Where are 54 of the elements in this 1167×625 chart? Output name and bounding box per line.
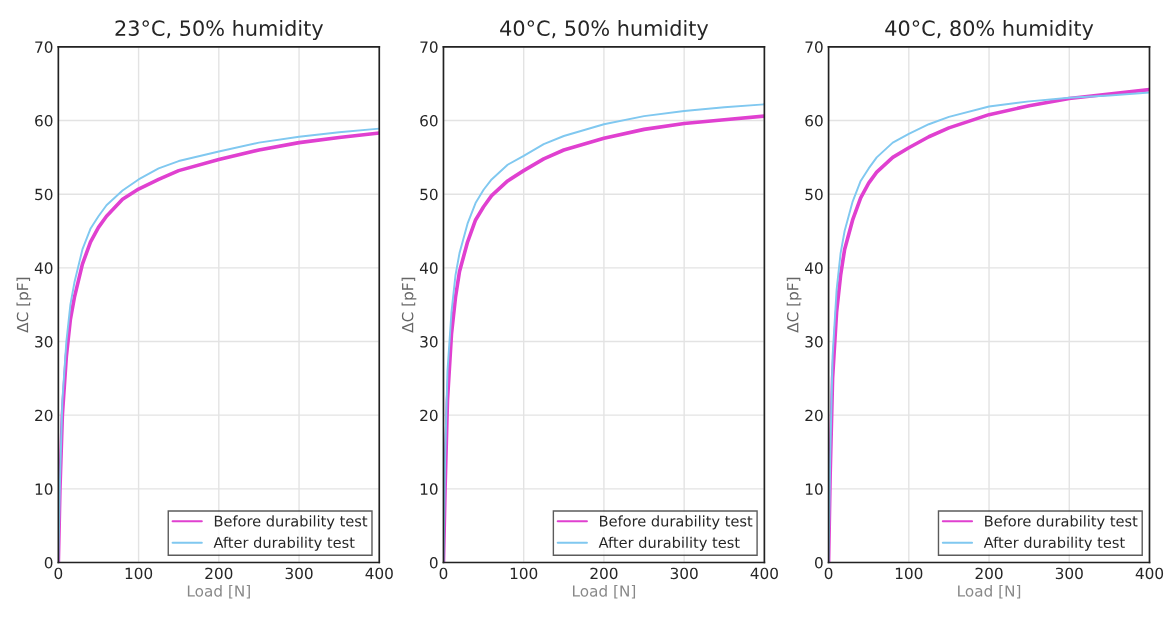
- x-tick-label: 100: [510, 567, 538, 580]
- legend-label: Before durability test: [214, 515, 368, 530]
- y-axis-title: ΔC [pF]: [401, 277, 417, 333]
- y-tick-label: 30: [35, 335, 53, 348]
- y-tick-label: 0: [429, 556, 438, 569]
- y-tick-label: 40: [805, 262, 823, 274]
- legend-label: After durability test: [598, 536, 740, 551]
- y-tick-label: 10: [35, 483, 53, 495]
- y-axis-title: ΔC [pF]: [786, 277, 802, 333]
- x-axis-title: Load [N]: [958, 584, 1021, 599]
- x-tick-label: 100: [125, 567, 153, 580]
- x-tick-label: 400: [1135, 567, 1164, 580]
- legend-label: After durability test: [213, 536, 355, 551]
- y-tick-label: 30: [805, 335, 823, 348]
- y-tick-label: 70: [805, 41, 823, 53]
- y-tick-label: 40: [34, 262, 53, 274]
- x-tick-label: 400: [365, 567, 393, 580]
- x-axis-title: Load [N]: [572, 584, 636, 599]
- legend-label: After durability test: [983, 536, 1125, 551]
- y-tick-label: 50: [805, 188, 823, 201]
- y-tick-label: 60: [35, 115, 53, 127]
- legend-label: Before durability test: [600, 515, 753, 530]
- y-tick-label: 50: [35, 188, 53, 201]
- y-tick-label: 70: [420, 41, 438, 53]
- y-tick-label: 10: [805, 483, 823, 495]
- y-tick-label: 10: [420, 483, 438, 495]
- x-tick-label: 0: [439, 567, 448, 580]
- x-tick-label: 200: [975, 567, 1003, 580]
- y-tick-label: 40: [419, 262, 438, 274]
- x-tick-label: 300: [1055, 567, 1083, 580]
- x-tick-label: 300: [670, 567, 698, 580]
- y-tick-label: 20: [35, 409, 53, 422]
- y-tick-label: 60: [805, 115, 823, 127]
- x-axis-title: Load [N]: [187, 584, 250, 599]
- chart-title: 40°C, 80% humidity: [885, 19, 1094, 41]
- x-tick-label: 0: [824, 567, 833, 580]
- y-axis-title: ΔC [pF]: [16, 277, 32, 333]
- y-tick-label: 20: [420, 409, 438, 422]
- y-tick-label: 0: [815, 556, 823, 569]
- y-tick-label: 0: [44, 556, 53, 569]
- y-tick-label: 60: [420, 115, 438, 127]
- y-tick-label: 70: [35, 41, 53, 53]
- y-tick-label: 20: [805, 409, 823, 422]
- chart-title: 23°C, 50% humidity: [115, 19, 324, 41]
- x-tick-label: 200: [590, 567, 618, 580]
- x-tick-label: 300: [285, 567, 313, 580]
- y-tick-label: 50: [420, 188, 438, 201]
- x-tick-label: 0: [54, 567, 63, 580]
- chart-title: 40°C, 50% humidity: [500, 19, 709, 41]
- x-tick-label: 400: [750, 567, 778, 580]
- legend-label: Before durability test: [985, 515, 1138, 530]
- x-tick-label: 200: [205, 567, 233, 580]
- y-tick-label: 30: [420, 335, 438, 348]
- x-tick-label: 100: [895, 567, 923, 580]
